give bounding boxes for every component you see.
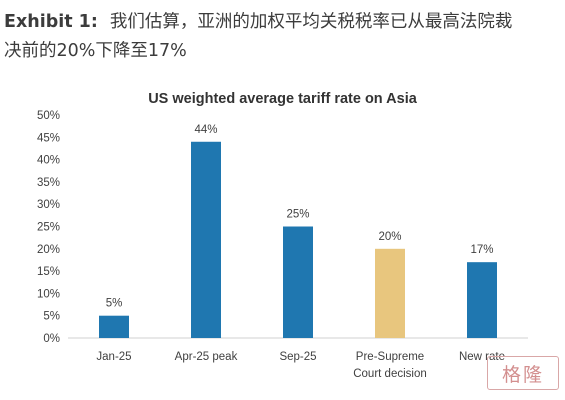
x-tick-label: Sep-25 (279, 351, 316, 363)
watermark-stamp: 格隆 (487, 356, 559, 390)
data-label: 5% (106, 298, 123, 310)
y-tick-label: 10% (37, 288, 60, 300)
data-label: 44% (194, 124, 217, 136)
data-label: 20% (378, 231, 401, 243)
x-tick-label: Apr-25 peak (175, 351, 238, 363)
x-tick-label: Jan-25 (96, 351, 131, 363)
bar (99, 315, 129, 338)
exhibit-heading: Exhibit 1: 我们估算，亚洲的加权平均关税税率已从最高法院裁 决前的20%… (4, 8, 561, 66)
y-tick-label: 0% (43, 333, 60, 345)
bar (191, 141, 221, 338)
y-tick-label: 25% (37, 222, 60, 234)
exhibit-title-line-1: Exhibit 1: 我们估算，亚洲的加权平均关税税率已从最高法院裁 (4, 8, 561, 37)
y-tick-label: 20% (37, 244, 60, 256)
y-tick-label: 45% (37, 132, 60, 144)
y-tick-label: 5% (43, 311, 60, 323)
data-label: 25% (286, 209, 309, 221)
y-tick-label: 40% (37, 155, 60, 167)
bar (283, 226, 313, 338)
data-label: 17% (470, 244, 493, 256)
chart-title: US weighted average tariff rate on Asia (148, 91, 417, 107)
y-tick-label: 35% (37, 177, 60, 189)
y-tick-label: 50% (37, 110, 60, 122)
x-tick-label: Pre-Supreme (356, 351, 424, 363)
bar (467, 262, 497, 338)
exhibit-title-text: 我们估算，亚洲的加权平均关税税率已从最高法院裁 (109, 12, 513, 32)
exhibit-label: Exhibit 1: (4, 12, 98, 32)
y-tick-label: 30% (37, 199, 60, 211)
bar (375, 248, 405, 338)
x-tick-label: New rate (459, 351, 505, 363)
y-tick-label: 15% (37, 266, 60, 278)
x-tick-label: Court decision (353, 368, 427, 380)
exhibit-title-line-2: 决前的20%下降至17% (4, 41, 187, 61)
